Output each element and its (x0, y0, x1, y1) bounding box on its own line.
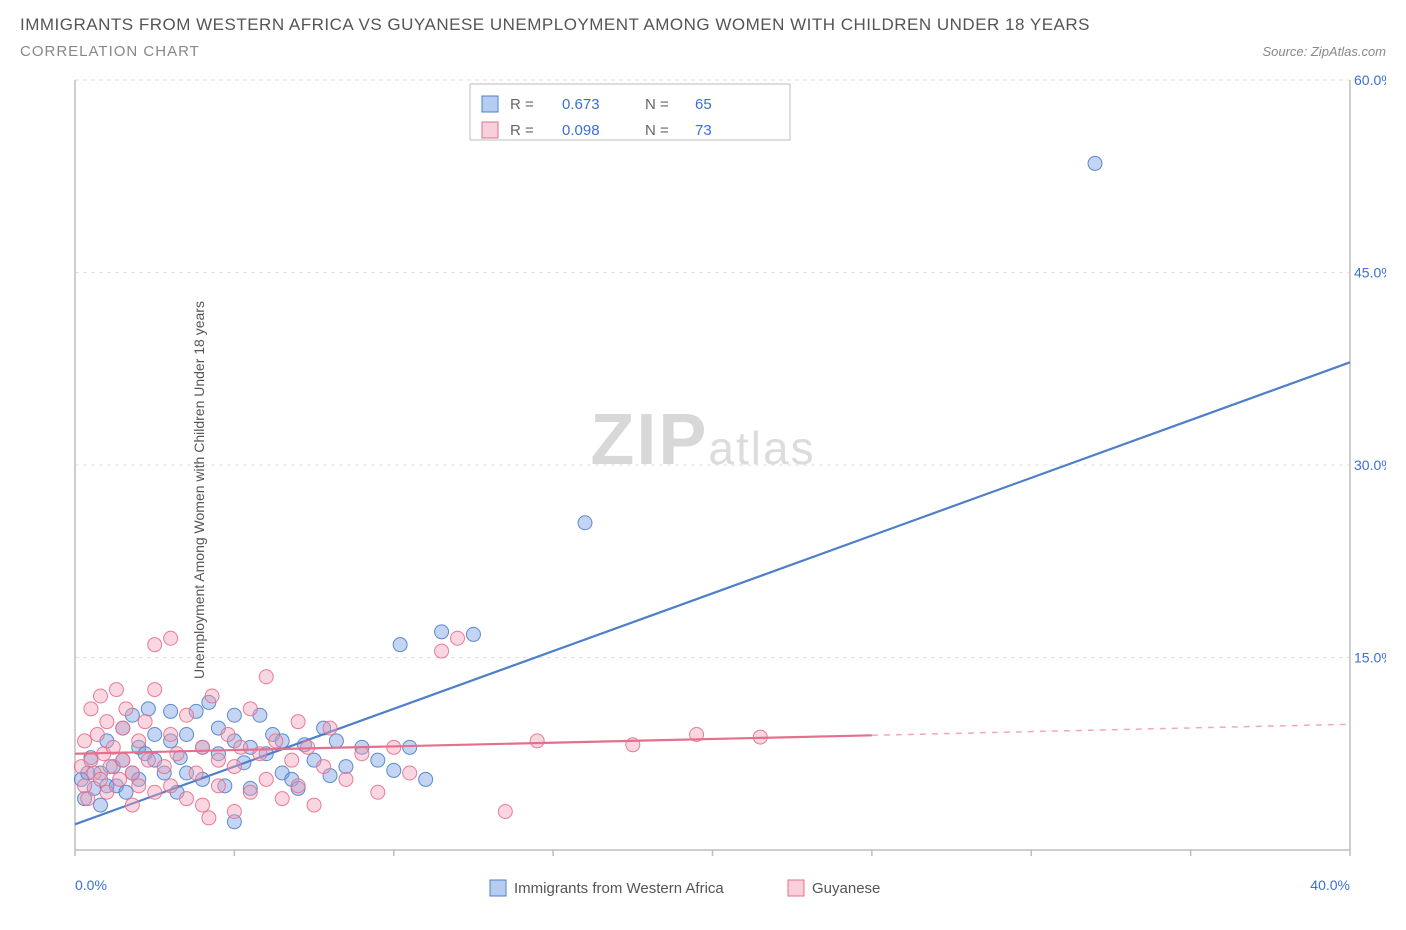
chart-subtitle: CORRELATION CHART (20, 43, 200, 60)
svg-text:R =: R = (510, 96, 534, 113)
svg-text:0.673: 0.673 (562, 96, 600, 113)
svg-text:30.0%: 30.0% (1354, 457, 1386, 473)
svg-text:0.0%: 0.0% (75, 877, 107, 893)
svg-text:73: 73 (695, 122, 712, 139)
svg-text:N =: N = (645, 122, 669, 139)
svg-text:N =: N = (645, 96, 669, 113)
svg-text:40.0%: 40.0% (1310, 877, 1350, 893)
svg-text:15.0%: 15.0% (1354, 650, 1386, 666)
chart-title: IMMIGRANTS FROM WESTERN AFRICA VS GUYANE… (20, 15, 1386, 35)
svg-text:45.0%: 45.0% (1354, 265, 1386, 281)
scatter-chart: 0.0% 40.0% 15.0% 30.0% 45.0% 60.0% R = 0.673 N =… (20, 70, 1386, 910)
subtitle-row: CORRELATION CHART Source: ZipAtlas.com (20, 43, 1386, 60)
svg-text:65: 65 (695, 96, 712, 113)
svg-text:0.098: 0.098 (562, 122, 600, 139)
svg-text:Guyanese: Guyanese (812, 880, 880, 897)
chart-container: Unemployment Among Women with Children U… (20, 70, 1386, 910)
svg-text:60.0%: 60.0% (1354, 72, 1386, 88)
y-axis-label: Unemployment Among Women with Children U… (191, 301, 207, 679)
svg-text:Immigrants from Western Africa: Immigrants from Western Africa (514, 880, 724, 897)
svg-text:R =: R = (510, 122, 534, 139)
source-label: Source: ZipAtlas.com (1262, 44, 1386, 59)
